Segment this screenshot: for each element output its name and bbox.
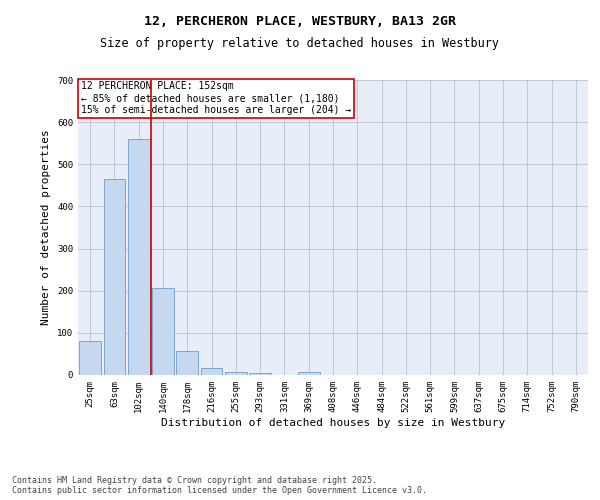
Bar — [200, 368, 223, 375]
Text: 12 PERCHERON PLACE: 152sqm
← 85% of detached houses are smaller (1,180)
15% of s: 12 PERCHERON PLACE: 152sqm ← 85% of deta… — [80, 82, 351, 114]
Bar — [79, 342, 101, 375]
Bar — [104, 179, 125, 375]
Bar — [298, 372, 320, 375]
Bar — [128, 139, 149, 375]
Bar — [176, 351, 198, 375]
Text: 12, PERCHERON PLACE, WESTBURY, BA13 2GR: 12, PERCHERON PLACE, WESTBURY, BA13 2GR — [144, 15, 456, 28]
X-axis label: Distribution of detached houses by size in Westbury: Distribution of detached houses by size … — [161, 418, 505, 428]
Bar — [225, 372, 247, 375]
Y-axis label: Number of detached properties: Number of detached properties — [41, 130, 52, 326]
Bar — [152, 288, 174, 375]
Bar — [249, 373, 271, 375]
Text: Size of property relative to detached houses in Westbury: Size of property relative to detached ho… — [101, 38, 499, 51]
Text: Contains HM Land Registry data © Crown copyright and database right 2025.
Contai: Contains HM Land Registry data © Crown c… — [12, 476, 427, 495]
